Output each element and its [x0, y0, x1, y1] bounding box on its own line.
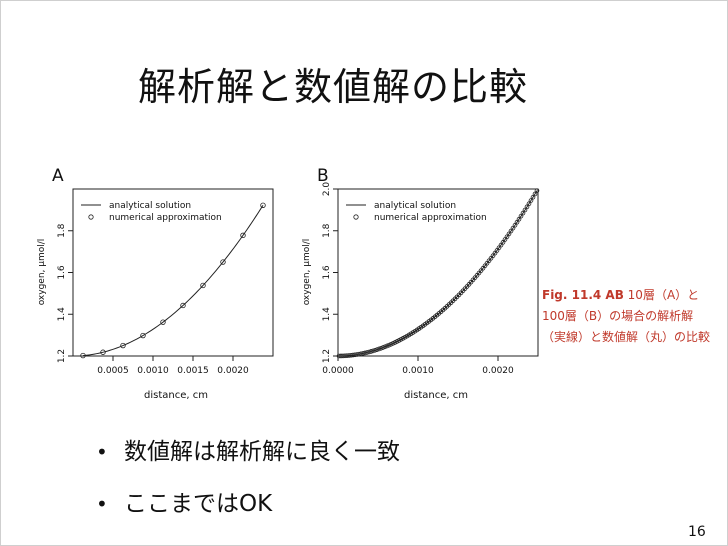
x-tick-label: 0.0020 — [217, 366, 249, 376]
numerical-approximation-point — [378, 345, 384, 351]
numerical-approximation-point — [376, 346, 382, 352]
y-tick-label: 2.0 — [322, 182, 332, 197]
x-tick-label: 0.0010 — [137, 366, 169, 376]
y-axis-label: oxygen, μmol/l — [302, 239, 312, 306]
numerical-approximation-point — [532, 191, 538, 197]
numerical-approximation-point — [534, 188, 540, 193]
legend-entry: numerical approximation — [374, 213, 487, 223]
x-axis-label: distance, cm — [144, 390, 208, 401]
numerical-approximation-point — [368, 349, 374, 354]
numerical-approximation-point — [522, 207, 528, 213]
figure-caption: Fig. 11.4 AB 10層（A）と100層（B）の場合の解析解（実線）と数… — [542, 285, 712, 348]
numerical-approximation-point — [520, 210, 526, 216]
numerical-approximation-point — [370, 348, 376, 354]
panel-label: B — [317, 166, 329, 186]
x-axis-label: distance, cm — [404, 390, 468, 401]
bullet-list: 数値解は解析解に良く一致 ここまではOK — [96, 432, 400, 536]
numerical-approximation-point — [362, 350, 368, 356]
y-tick-label: 1.8 — [57, 223, 67, 238]
numerical-approximation-point — [160, 319, 166, 325]
numerical-approximation-point — [366, 349, 372, 355]
y-tick-label: 1.4 — [57, 307, 67, 322]
numerical-approximation-point — [364, 350, 370, 355]
numerical-approximation-point — [140, 332, 146, 339]
y-tick-label: 1.6 — [322, 265, 332, 280]
numerical-approximation-point — [80, 352, 86, 359]
x-tick-label: 0.0015 — [177, 366, 209, 376]
x-tick-label: 0.0000 — [322, 366, 354, 376]
x-tick-label: 0.0010 — [402, 366, 434, 376]
numerical-approximation-point — [240, 232, 246, 239]
numerical-approximation-point — [374, 347, 380, 352]
numerical-approximation-point — [516, 216, 522, 222]
slide-title: 解析解と数値解の比較 — [138, 65, 529, 109]
figure-caption-text: 10層（A）と100層（B）の場合の解析解（実線）と数値解（丸）の比較 — [542, 288, 711, 344]
legend-circle-swatch — [88, 214, 94, 220]
y-axis-label: oxygen, μmol/l — [37, 239, 47, 306]
y-tick-label: 1.2 — [322, 349, 332, 363]
numerical-approximation-point — [372, 347, 378, 353]
y-tick-label: 1.6 — [57, 265, 67, 280]
analytical-solution-line — [82, 205, 264, 357]
numerical-approximation-point — [100, 349, 106, 355]
numerical-approximation-point — [530, 194, 536, 200]
y-tick-label: 1.4 — [322, 307, 332, 322]
legend-entry: analytical solution — [109, 201, 191, 211]
figure-label: Fig. 11.4 AB — [542, 288, 624, 302]
numerical-approximation-point — [526, 201, 532, 206]
y-tick-label: 1.2 — [57, 349, 67, 363]
numerical-approximation-point — [120, 342, 126, 349]
legend-entry: analytical solution — [374, 201, 456, 211]
y-tick-label: 1.8 — [322, 223, 332, 238]
numerical-approximation-point — [528, 198, 534, 203]
numerical-approximation-point — [524, 204, 530, 210]
legend-circle-swatch — [353, 214, 359, 220]
numerical-approximation-point — [260, 202, 266, 208]
numerical-approximation-point — [220, 259, 226, 265]
page-number: 16 — [688, 524, 706, 540]
numerical-approximation-point — [180, 302, 186, 309]
bullet-item: 数値解は解析解に良く一致 — [96, 432, 400, 484]
panel-label: A — [52, 166, 64, 186]
x-tick-label: 0.0005 — [97, 366, 129, 376]
x-tick-label: 0.0020 — [482, 366, 514, 376]
numerical-approximation-point — [518, 213, 524, 219]
legend-entry: numerical approximation — [109, 213, 222, 223]
numerical-approximation-point — [200, 282, 206, 289]
bullet-item: ここまではOK — [96, 484, 400, 536]
